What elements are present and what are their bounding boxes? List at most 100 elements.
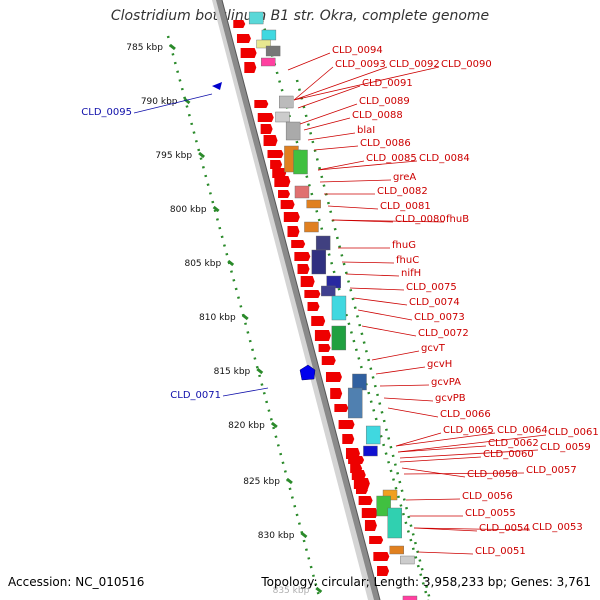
label-leaders bbox=[133, 52, 547, 555]
accession-text: Accession: NC_010516 bbox=[8, 575, 145, 589]
leader-line bbox=[387, 407, 439, 418]
leader-line bbox=[303, 117, 351, 131]
gene-label: CLD_0059 bbox=[540, 442, 591, 453]
gene-label: CLD_0053 bbox=[532, 522, 583, 533]
gene-label: CLD_0075 bbox=[406, 282, 457, 293]
gene-block bbox=[402, 595, 418, 600]
gene-label: CLD_0090 bbox=[441, 59, 492, 70]
gene-arrow bbox=[300, 276, 315, 287]
feature-cld0071 bbox=[299, 364, 316, 381]
gene-block bbox=[261, 57, 276, 67]
gene-arrow bbox=[338, 420, 355, 429]
gene-label: CLD_0073 bbox=[414, 312, 465, 323]
gene-arrow bbox=[244, 62, 257, 73]
gene-arrow bbox=[307, 302, 320, 311]
leader-line bbox=[353, 297, 408, 306]
map-title: Clostridium botulinum B1 str. Okra, comp… bbox=[110, 8, 490, 24]
tick-mark bbox=[300, 531, 308, 539]
gene-label: CLD_0081 bbox=[380, 201, 431, 212]
gene-arrow bbox=[263, 135, 278, 146]
leader-line bbox=[319, 179, 392, 183]
tick-mark bbox=[285, 477, 293, 485]
gene-block bbox=[311, 249, 327, 275]
gene-arrow bbox=[355, 486, 368, 494]
gene-label: CLD_0064 bbox=[497, 425, 548, 436]
gene-block bbox=[321, 285, 336, 297]
gene-arrow bbox=[274, 176, 291, 187]
gene-label: CLD_0093 bbox=[335, 59, 386, 70]
gene-label: CLD_0088 bbox=[352, 110, 403, 121]
gene-label: CLD_0061 bbox=[548, 427, 599, 438]
gene-arrow bbox=[280, 200, 295, 209]
gene-label: CLD_0094 bbox=[332, 45, 383, 56]
tick-mark bbox=[183, 97, 191, 105]
gene-label: CLD_0054 bbox=[479, 523, 530, 534]
gene-block bbox=[352, 373, 367, 391]
gene-arrow bbox=[291, 240, 306, 248]
gene-label: CLD_0072 bbox=[418, 328, 469, 339]
gene-label: CLD_0062 bbox=[488, 438, 539, 449]
leader-line bbox=[405, 498, 461, 501]
tick-mark bbox=[212, 205, 220, 213]
backbone bbox=[212, 0, 381, 600]
gene-block bbox=[293, 149, 308, 175]
feature-cld0095 bbox=[212, 82, 222, 90]
gene-label: blaI bbox=[357, 125, 375, 136]
gene-block bbox=[279, 95, 294, 109]
gene-label: CLD_0056 bbox=[462, 491, 513, 502]
gene-block bbox=[304, 221, 319, 233]
leader-line bbox=[317, 160, 418, 171]
tick-label: 795 kbp bbox=[155, 151, 192, 161]
gene-arrow bbox=[348, 456, 365, 464]
gene-block bbox=[261, 29, 277, 41]
tick-label: 790 kbp bbox=[141, 97, 178, 107]
leader-line-left bbox=[222, 387, 269, 397]
leader-line bbox=[375, 366, 426, 375]
gene-arrow bbox=[314, 330, 331, 341]
gene-arrow bbox=[240, 48, 257, 58]
leader-line bbox=[397, 445, 487, 453]
leader-line bbox=[417, 551, 474, 555]
gene-label: CLD_0082 bbox=[377, 186, 428, 197]
leader-line bbox=[293, 66, 388, 101]
leader-line bbox=[349, 287, 405, 291]
tick-mark bbox=[315, 586, 323, 594]
gene-arrow bbox=[361, 508, 378, 518]
leader-line bbox=[293, 66, 440, 101]
gene-block bbox=[331, 295, 347, 321]
leader-line bbox=[399, 456, 482, 463]
gene-arrow bbox=[272, 168, 287, 178]
gene-label: CLD_0085 bbox=[366, 153, 417, 164]
leader-line bbox=[345, 273, 400, 277]
gene-block bbox=[248, 11, 264, 25]
leader-line bbox=[371, 350, 420, 361]
leader-line bbox=[297, 85, 361, 109]
gene-block bbox=[376, 495, 391, 517]
gene-label: CLD_0066 bbox=[440, 409, 491, 420]
gene-label: CLD_0091 bbox=[362, 78, 413, 89]
gene-arrow bbox=[267, 150, 284, 158]
leader-line bbox=[299, 103, 358, 125]
gene-arrow bbox=[351, 470, 366, 480]
tick-label: 800 kbp bbox=[170, 205, 207, 215]
leader-line bbox=[413, 527, 531, 531]
leader-line bbox=[401, 467, 466, 478]
dotted-line-0 bbox=[166, 35, 322, 600]
gene-label: CLD_0084 bbox=[419, 153, 470, 164]
tick-label: 785 kbp bbox=[126, 43, 163, 53]
gene-arrow bbox=[257, 113, 274, 122]
gene-label: CLD_0057 bbox=[526, 465, 577, 476]
topology-text: Topology: circular; Length: 3,958,233 bp… bbox=[261, 575, 591, 589]
gene-label: gcvPB bbox=[435, 393, 466, 404]
tick-label: 810 kbp bbox=[199, 313, 236, 323]
gene-arrow bbox=[283, 212, 300, 222]
gene-block bbox=[285, 121, 301, 141]
gene-arrow bbox=[358, 496, 373, 505]
leader-line bbox=[357, 309, 413, 321]
gene-label: gcvT bbox=[421, 343, 446, 354]
gene-block bbox=[294, 185, 310, 199]
gene-label: CLD_0089 bbox=[359, 96, 410, 107]
gene-label: CLD_0060 bbox=[483, 449, 534, 460]
gene-label: gcvPA bbox=[431, 377, 461, 388]
